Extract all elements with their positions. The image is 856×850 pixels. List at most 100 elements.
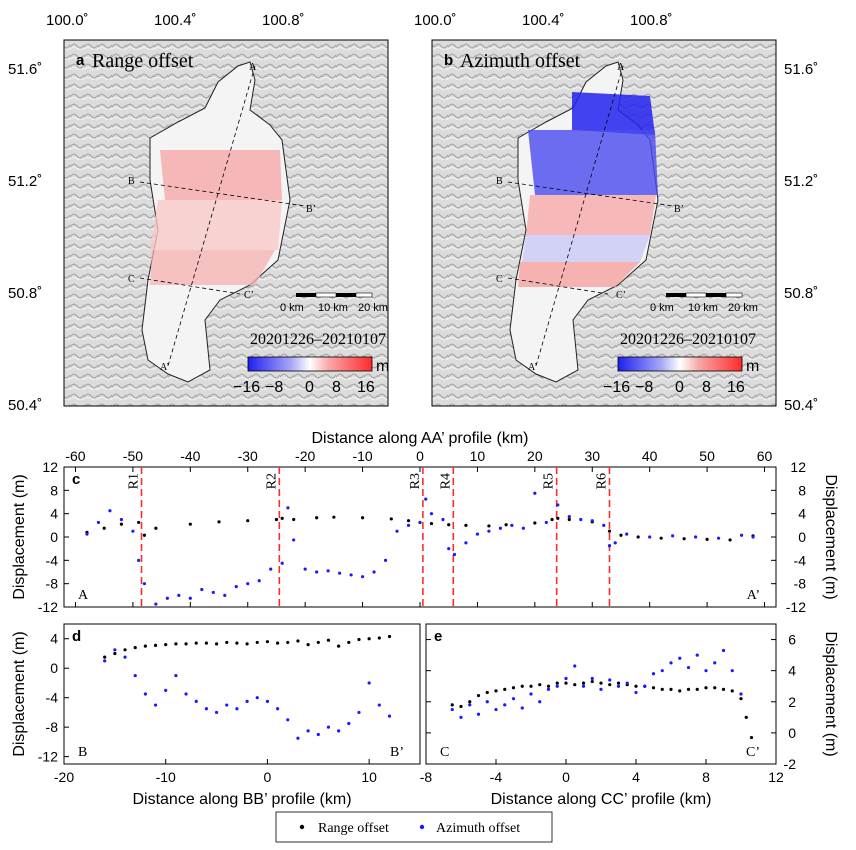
y-axis-label: Displacement (m): [11, 474, 28, 599]
range-offset-point: [292, 517, 296, 522]
azimuth-offset-point: [234, 584, 238, 589]
profile-label: C: [496, 274, 503, 285]
range-offset-point: [459, 704, 463, 709]
azimuth-offset-point: [602, 523, 606, 527]
profile-label: B: [128, 176, 135, 187]
range-offset-point: [274, 517, 279, 522]
range-offset-point: [360, 516, 365, 520]
range-offset-point: [728, 538, 732, 542]
azimuth-offset-band-south: [518, 262, 640, 287]
x-tick-label: -50: [123, 448, 143, 464]
range-offset-point: [332, 515, 336, 519]
azimuth-offset-point: [581, 684, 586, 688]
range-offset-band-north: [160, 150, 282, 200]
colorbar-tick: 8: [702, 379, 711, 396]
azimuth-offset-point: [296, 736, 300, 740]
azimuth-offset-point: [450, 707, 454, 712]
azimuth-offset-point: [671, 534, 675, 538]
azimuth-offset-point: [188, 596, 192, 600]
azimuth-offset-point: [590, 676, 594, 681]
y-tick-label: -4: [46, 552, 59, 568]
profile-end-label: B’: [390, 745, 404, 760]
panel-letter: c: [72, 471, 80, 488]
range-offset-point: [686, 687, 691, 691]
range-offset-point: [296, 639, 300, 643]
azimuth-offset-point: [153, 703, 158, 707]
azimuth-offset-point: [255, 696, 259, 700]
azimuth-offset-point: [303, 567, 307, 571]
azimuth-offset-point: [108, 509, 112, 513]
rupture-label: R5: [542, 473, 557, 489]
azimuth-offset-point: [510, 523, 514, 527]
range-offset-point: [377, 636, 381, 640]
range-offset-point: [255, 640, 259, 645]
azimuth-offset-point: [119, 517, 124, 522]
azimuth-offset-point: [651, 672, 656, 676]
range-offset-point: [406, 519, 411, 523]
lon-tick-label: 100.0˚: [46, 12, 89, 29]
range-offset-point: [142, 533, 146, 537]
profile-start-label: C: [440, 745, 449, 760]
range-offset-point: [204, 641, 208, 645]
lat-tick-label: 50.4˚: [784, 397, 818, 414]
azimuth-offset-point: [695, 653, 699, 657]
map-title: Range offset: [92, 50, 194, 72]
range-offset-point: [503, 687, 507, 691]
azimuth-offset-point: [326, 725, 331, 729]
range-offset-point: [608, 683, 612, 687]
range-offset-point: [487, 524, 491, 528]
range-offset-point: [546, 684, 551, 688]
azimuth-offset-band-light: [522, 235, 650, 262]
range-offset-point: [590, 679, 594, 684]
range-offset-point: [511, 686, 516, 690]
azimuth-offset-point: [383, 558, 388, 562]
azimuth-offset-point: [286, 718, 290, 722]
azimuth-offset-point: [487, 529, 491, 533]
range-offset-point: [225, 640, 229, 645]
azimuth-offset-point: [694, 535, 698, 539]
range-offset-point: [581, 681, 586, 685]
lat-tick-label: 50.4˚: [8, 397, 42, 414]
x-tick-label: -10: [352, 448, 372, 464]
lon-tick-label: 100.8˚: [262, 12, 305, 29]
range-offset-point: [619, 533, 623, 537]
range-offset-point: [326, 638, 331, 642]
range-offset-point: [316, 640, 320, 645]
azimuth-offset-point: [751, 535, 755, 539]
azimuth-offset-point: [599, 687, 603, 691]
range-offset-point: [214, 642, 219, 646]
y-tick-label-right: -8: [794, 576, 807, 592]
range-offset-point: [504, 523, 508, 527]
azimuth-offset-point: [245, 699, 249, 703]
scale-label: 10 km: [688, 302, 718, 314]
x-tick-label: 30: [584, 448, 600, 464]
range-offset-point: [113, 651, 117, 656]
azimuth-offset-point: [538, 700, 542, 704]
range-offset-point: [533, 521, 537, 525]
lat-tick-label: 51.2˚: [784, 173, 818, 190]
range-offset-point: [651, 686, 656, 690]
x-tick-label: 4: [632, 769, 640, 785]
range-offset-point: [749, 735, 754, 740]
range-offset-point: [123, 648, 127, 652]
range-offset-point: [730, 689, 734, 693]
azimuth-offset-band-north: [572, 92, 655, 135]
scale-label: 10 km: [318, 302, 348, 314]
range-offset-point: [357, 637, 361, 642]
range-offset-point: [659, 536, 663, 540]
rupture-label: R3: [408, 473, 423, 489]
azimuth-offset-point: [142, 582, 146, 586]
profile-chart-c: -12 -12-8 -8-4 -40 04 48 812 12-60 -50 -40 -30 -20-…: [11, 430, 839, 615]
range-offset-point: [164, 643, 168, 647]
range-offset-point: [103, 655, 107, 659]
range-offset-point: [286, 640, 290, 645]
azimuth-offset-point: [357, 710, 361, 715]
scale-label: 20 km: [358, 302, 388, 314]
azimuth-offset-point: [468, 703, 472, 707]
range-offset-point: [450, 703, 454, 707]
lat-tick-label: 51.6˚: [8, 61, 42, 78]
azimuth-offset-band-red: [526, 195, 656, 235]
azimuth-offset-point: [214, 710, 219, 715]
azimuth-offset-point: [103, 659, 107, 663]
y-tick-label-right: 2: [788, 694, 796, 710]
